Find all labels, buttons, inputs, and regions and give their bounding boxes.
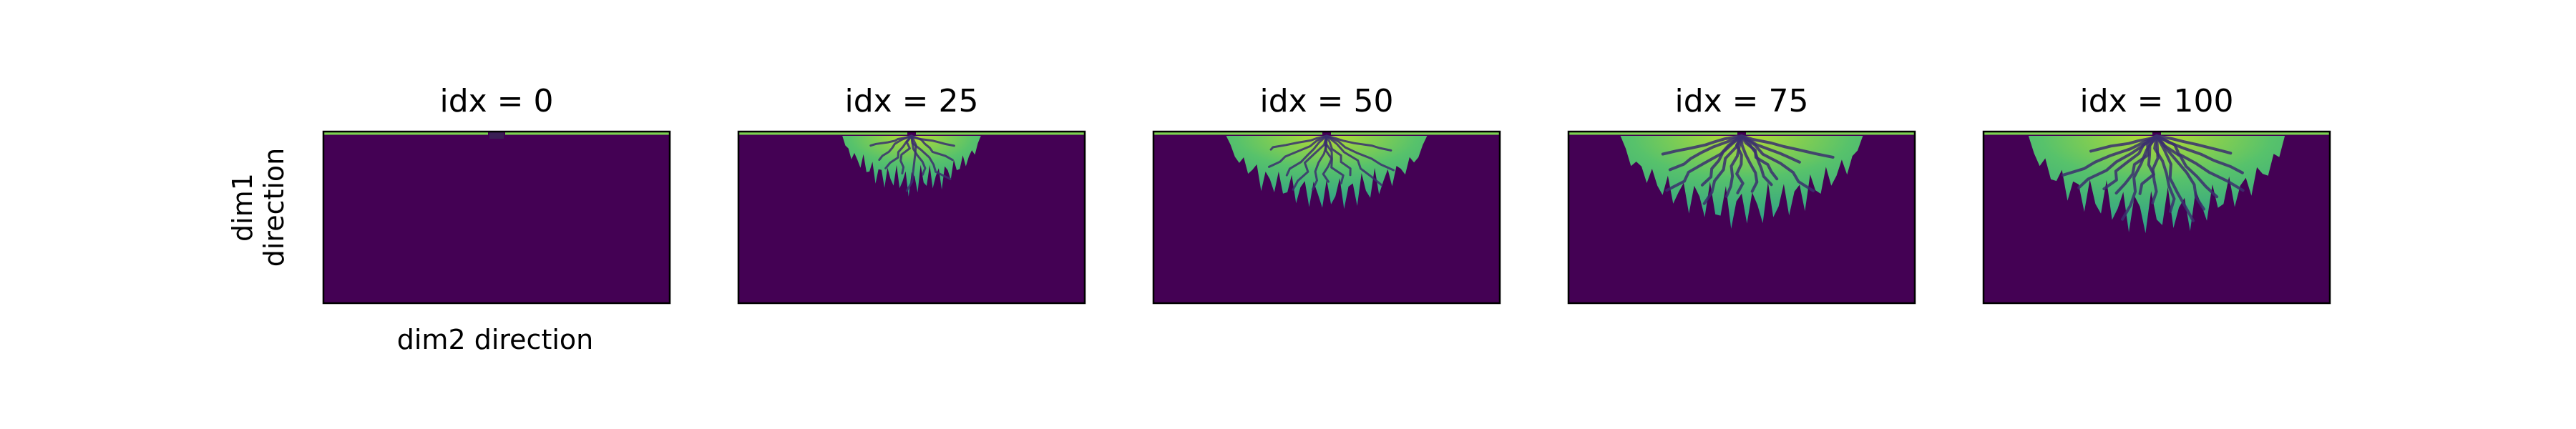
channel-branch bbox=[1325, 134, 1352, 177]
channel-branch bbox=[2061, 134, 2158, 177]
channel-branch bbox=[878, 134, 913, 162]
channel-branch bbox=[1324, 134, 1345, 184]
channel-branch bbox=[2153, 134, 2176, 213]
channel-branch bbox=[2155, 134, 2195, 222]
panel-frame bbox=[737, 130, 1086, 305]
channel-branch bbox=[1325, 134, 1392, 152]
panel-25: idx = 25 bbox=[737, 83, 1086, 305]
panel-0: idx = 0 bbox=[322, 83, 671, 305]
panel-50: idx = 50 bbox=[1152, 83, 1501, 305]
channel-branch bbox=[2155, 134, 2244, 174]
channel-branch bbox=[2155, 134, 2219, 199]
channel-branch bbox=[1740, 134, 1779, 181]
ylabel-line-2: direction bbox=[258, 148, 290, 267]
panel-frame bbox=[1152, 130, 1501, 305]
panel-frame bbox=[1982, 130, 2331, 305]
channel-branch bbox=[2121, 134, 2158, 221]
xlabel: dim2 direction bbox=[397, 324, 593, 355]
channel-branch bbox=[1292, 134, 1328, 191]
channel-branch bbox=[1325, 134, 1395, 172]
channel-branch bbox=[2102, 134, 2158, 191]
channel-branch bbox=[899, 134, 913, 174]
channel-branch bbox=[2114, 134, 2158, 194]
channel-branch bbox=[1661, 134, 1743, 156]
invasion-front bbox=[2028, 136, 2285, 234]
panel-frame bbox=[1567, 130, 1916, 305]
channel-branch bbox=[1268, 134, 1328, 168]
invasion-front bbox=[842, 136, 981, 197]
panel-frame bbox=[322, 130, 671, 305]
panel-75: idx = 75 bbox=[1567, 83, 1916, 305]
injection-point bbox=[489, 132, 504, 139]
channel-branch bbox=[1724, 134, 1743, 198]
channel-branch bbox=[2138, 134, 2158, 195]
invasion-front bbox=[1226, 136, 1428, 209]
panel-title: idx = 25 bbox=[844, 83, 978, 119]
channel-branch bbox=[1285, 134, 1328, 177]
channel-branch bbox=[910, 134, 952, 180]
channel-branch bbox=[1740, 134, 1835, 159]
ylabel-line-1: dim1 bbox=[227, 173, 258, 242]
channel-branch bbox=[1740, 134, 1759, 193]
panel-background bbox=[323, 132, 670, 303]
panel-100: idx = 100 bbox=[1982, 83, 2331, 305]
panel-title: idx = 75 bbox=[1674, 83, 1808, 119]
panels: idx = 0 idx = 25 idx = 50 idx = 75 idx = 100 bbox=[322, 83, 2331, 305]
channel-branch bbox=[1668, 134, 1743, 172]
channel-branch bbox=[1700, 134, 1743, 187]
channel-branch bbox=[2155, 134, 2233, 155]
channel-branch bbox=[1325, 134, 1383, 187]
channel-branch bbox=[1269, 134, 1328, 151]
channel-branch bbox=[1735, 134, 1745, 194]
channel-branch bbox=[1740, 134, 1801, 164]
panel-title: idx = 100 bbox=[2079, 83, 2233, 119]
channel-branch bbox=[2151, 134, 2160, 204]
channel-branch bbox=[910, 134, 955, 147]
panel-title: idx = 0 bbox=[439, 83, 553, 119]
panel-title: idx = 50 bbox=[1259, 83, 1393, 119]
